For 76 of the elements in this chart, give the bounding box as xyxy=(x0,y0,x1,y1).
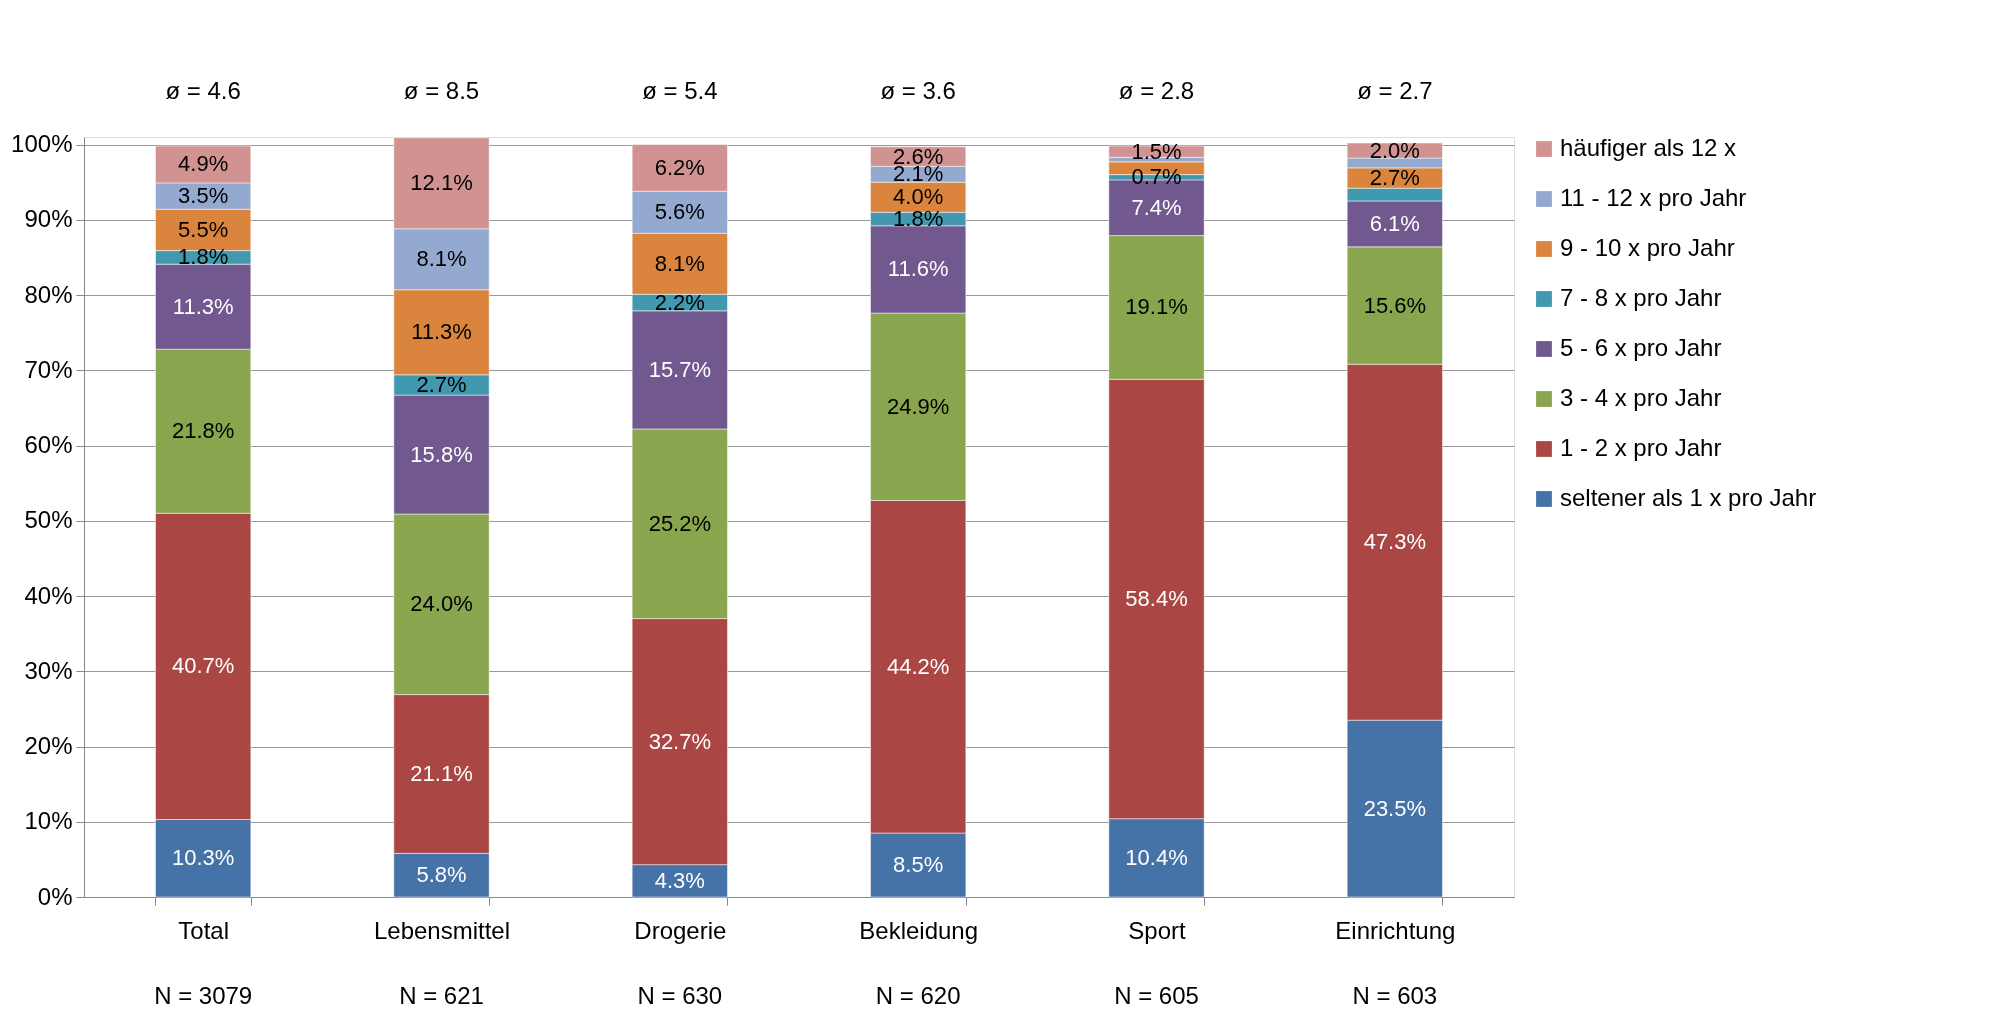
data-label: 19.1% xyxy=(1125,294,1188,320)
data-label: 3.5% xyxy=(178,183,229,209)
x-tick-label: Total xyxy=(178,916,230,944)
text: N = 3079 xyxy=(154,982,253,1009)
data-label: 7.4% xyxy=(1131,194,1182,220)
x-tick-label: Einrichtung xyxy=(1335,916,1456,944)
x-tick-label: Drogerie xyxy=(634,916,727,944)
data-label: 11.3% xyxy=(411,319,472,345)
text: ø = 4.6 xyxy=(165,77,241,104)
y-tick-label: 30% xyxy=(24,656,73,684)
data-label: 1.8% xyxy=(178,244,229,270)
text: ø = 5.4 xyxy=(642,77,718,104)
y-tick-label: 100% xyxy=(11,130,73,158)
data-label: 32.7% xyxy=(648,728,712,754)
text: N = 603 xyxy=(1352,982,1438,1009)
data-label: 6.2% xyxy=(654,154,705,180)
y-tick-label: 90% xyxy=(24,205,73,233)
data-label: 2.0% xyxy=(1369,137,1420,163)
y-tick-label: 50% xyxy=(24,506,73,534)
data-label: 24.9% xyxy=(886,393,950,419)
x-tick-label: Sport xyxy=(1128,916,1187,944)
text: N = 630 xyxy=(637,982,723,1009)
legend-label: 3 - 4 x pro Jahr xyxy=(1560,384,1722,411)
text: ø = 3.6 xyxy=(880,77,956,104)
legend-label: seltener als 1 x pro Jahr xyxy=(1560,484,1817,511)
data-label: 8.5% xyxy=(893,852,944,878)
data-label: 6.1% xyxy=(1369,210,1420,236)
legend-label: 5 - 6 x pro Jahr xyxy=(1560,334,1722,361)
text: N = 605 xyxy=(1114,982,1199,1009)
data-label: 24.0% xyxy=(410,591,473,617)
y-tick-label: 40% xyxy=(24,581,73,609)
data-label: 11.3% xyxy=(172,293,234,319)
data-label: 1.5% xyxy=(1131,138,1182,164)
data-label: 11.6% xyxy=(887,256,949,282)
data-label: 10.3% xyxy=(171,845,235,871)
data-label: 2.7% xyxy=(416,371,467,397)
data-label: 58.4% xyxy=(1125,586,1188,612)
data-label: 15.7% xyxy=(648,356,712,382)
data-label: 8.1% xyxy=(654,250,705,276)
text: ø = 2.7 xyxy=(1357,77,1433,104)
data-label: 5.5% xyxy=(178,216,229,242)
data-label: 5.6% xyxy=(654,199,705,225)
data-label: 10.4% xyxy=(1125,844,1188,870)
data-label: 4.9% xyxy=(178,151,229,177)
legend-label: 1 - 2 x pro Jahr xyxy=(1560,434,1722,461)
y-tick-label: 0% xyxy=(37,882,73,910)
data-label: 23.5% xyxy=(1363,795,1427,821)
y-tick-label: 70% xyxy=(24,355,73,383)
legend-label: 9 - 10 x pro Jahr xyxy=(1560,234,1735,261)
data-label: 2.7% xyxy=(1369,165,1420,191)
text: ø = 8.5 xyxy=(403,77,480,104)
x-tick-label: Lebensmittel xyxy=(373,916,511,944)
x-tick-label: Bekleidung xyxy=(859,916,979,944)
data-label: 5.8% xyxy=(416,862,467,888)
data-label: 2.2% xyxy=(654,289,705,315)
data-label: 44.2% xyxy=(886,653,950,679)
data-label: 21.8% xyxy=(171,418,235,444)
data-label: 15.8% xyxy=(410,441,473,467)
legend-label: 7 - 8 x pro Jahr xyxy=(1560,284,1722,311)
data-label: 40.7% xyxy=(171,653,235,679)
legend-label: häufiger als 12 x xyxy=(1560,134,1737,161)
data-label: 25.2% xyxy=(648,510,712,536)
legend-label: 11 - 12 x pro Jahr xyxy=(1560,184,1747,211)
y-tick-label: 80% xyxy=(24,280,73,308)
data-label: 4.3% xyxy=(654,867,705,893)
text: ø = 2.8 xyxy=(1118,77,1195,104)
y-tick-label: 10% xyxy=(24,807,73,835)
data-label: 8.1% xyxy=(416,246,467,272)
y-tick-label: 20% xyxy=(24,732,73,759)
data-label: 21.1% xyxy=(410,760,473,786)
data-label: 12.1% xyxy=(410,170,473,196)
y-tick-label: 60% xyxy=(24,431,73,459)
data-label: 47.3% xyxy=(1363,529,1427,555)
text: N = 621 xyxy=(399,982,484,1009)
data-label: 15.6% xyxy=(1363,292,1427,318)
text: N = 620 xyxy=(875,982,961,1009)
